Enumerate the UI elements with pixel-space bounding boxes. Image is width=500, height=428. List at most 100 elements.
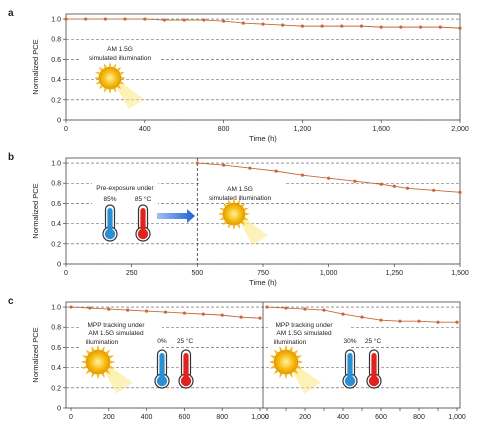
sun-ray-shape [105,369,111,375]
right-arrow-icon [157,209,195,223]
data-point-a [64,17,68,21]
x-tick-label-c1: 1,000 [251,414,269,421]
data-point-c2 [341,312,345,316]
annotation-bg-c2-conditions [343,335,381,344]
thermometer-bulb-shape [180,375,192,387]
thermometer-level-shape [347,353,353,381]
thermometer-bulb-shape [344,375,356,387]
x-tick-label-c1: 800 [216,414,228,421]
data-point-b [379,182,383,186]
thermometer-level-shape [159,353,165,381]
sun-ray-shape [269,365,275,369]
sun-ray-shape [297,355,303,359]
sun-disc-shape [85,349,111,375]
panel-letter-b: b [8,152,14,163]
sun-ray-shape [227,224,231,229]
data-point-b [195,161,199,165]
sun-ray-shape [91,345,95,351]
x-tick-label-b: 500 [191,270,203,277]
y-tick-label-a: 0.2 [51,97,61,104]
x-tick-label-b: 250 [126,270,138,277]
sun-ray-shape [218,212,223,216]
data-point-c1 [258,316,262,320]
data-point-a [300,24,304,28]
x-axis-title-b: Time (h) [249,278,277,287]
data-point-a [320,24,324,28]
data-point-b [248,166,252,170]
data-point-a [419,25,423,29]
x-tick-label-a: 1,600 [372,126,390,133]
data-point-a [241,21,245,25]
data-point-a [438,25,442,29]
data-point-a [202,18,206,22]
sun-ray-shape [289,373,293,379]
y-axis-title-c: Normalized PCE [31,327,40,382]
sun-ray-shape [113,63,117,68]
sun-ray-shape [268,360,274,364]
sun-ray-shape [244,207,249,211]
data-point-b [222,163,226,167]
sun-ray-shape [117,66,122,71]
sun-ray-shape [95,71,100,75]
x-tick-label-c1: 200 [103,414,115,421]
data-point-b [300,173,304,177]
annotation-a: AM 1.5G simulated illumination [80,43,160,65]
x-tick-label-c1: 600 [179,414,191,421]
data-point-b [432,188,436,192]
plot-frame-b [65,157,461,265]
x-tick-label-a: 400 [139,126,151,133]
sun-disc-shape [222,202,246,226]
sun-ray-shape [81,355,87,359]
sun-icon [80,344,134,394]
y-axis-title-b: Normalized PCE [31,183,40,238]
annotation-b-left: Pre-exposure under 85% 85 °C [92,182,158,206]
sun-icon [268,344,322,394]
sun-ray-shape [241,202,246,207]
annotation-b-pre: Pre-exposure under [96,185,154,192]
sun-ray-shape [109,365,115,369]
sun-ray-shape [222,221,227,226]
x-axis-title-a: Time (h) [249,134,277,143]
y-tick-label-c: 0.4 [51,365,61,372]
annotation-c1-line1: MPP tracking under [88,322,146,329]
x-tick-label-c2: 200 [299,414,311,421]
thermometer-bulb-shape [368,375,380,387]
thermometer-red-icon [135,204,151,242]
data-point-b [353,179,357,183]
sun-ray-shape [103,88,107,93]
sun-ray-shape [103,63,107,68]
data-point-c1 [107,307,111,311]
sun-ray-shape [269,355,275,359]
light-beam-shape [288,363,322,394]
data-point-a [281,23,285,27]
sun-ray-shape [297,365,303,369]
annotation-c1-humidity: 0% [157,338,167,345]
x-tick-label-c2: 800 [413,414,425,421]
data-point-a [261,22,265,26]
x-tick-label-b: 1,500 [451,270,469,277]
data-point-c1 [88,306,92,310]
annotation-bg-b-left [92,182,158,206]
sun-ray-shape [232,198,236,203]
sun-ray-shape [98,85,103,90]
y-axis-title-a: Normalized PCE [31,39,40,94]
thermometer-red-icon [366,349,382,389]
annotation-c1-line2: AM 1.5G simulated [88,330,144,337]
plot-frame-a [65,13,461,121]
data-point-c2 [455,320,459,324]
x-tick-label-a: 2,000 [451,126,469,133]
data-point-c1 [69,305,73,309]
annotation-a-line2: simulated illumination [89,55,152,62]
data-point-c2 [417,319,421,323]
sun-ray-shape [105,349,111,355]
thermometer-bulb-shape [104,228,116,240]
data-point-a [222,19,226,23]
thermometer-level-shape [140,208,146,234]
sun-ray-shape [279,345,283,351]
light-beam-shape [100,363,134,394]
annotation-b-right-line1: AM 1.5G [227,186,253,193]
panel-letter-c: c [8,296,14,307]
thermometer-bulb-shape [156,375,168,387]
